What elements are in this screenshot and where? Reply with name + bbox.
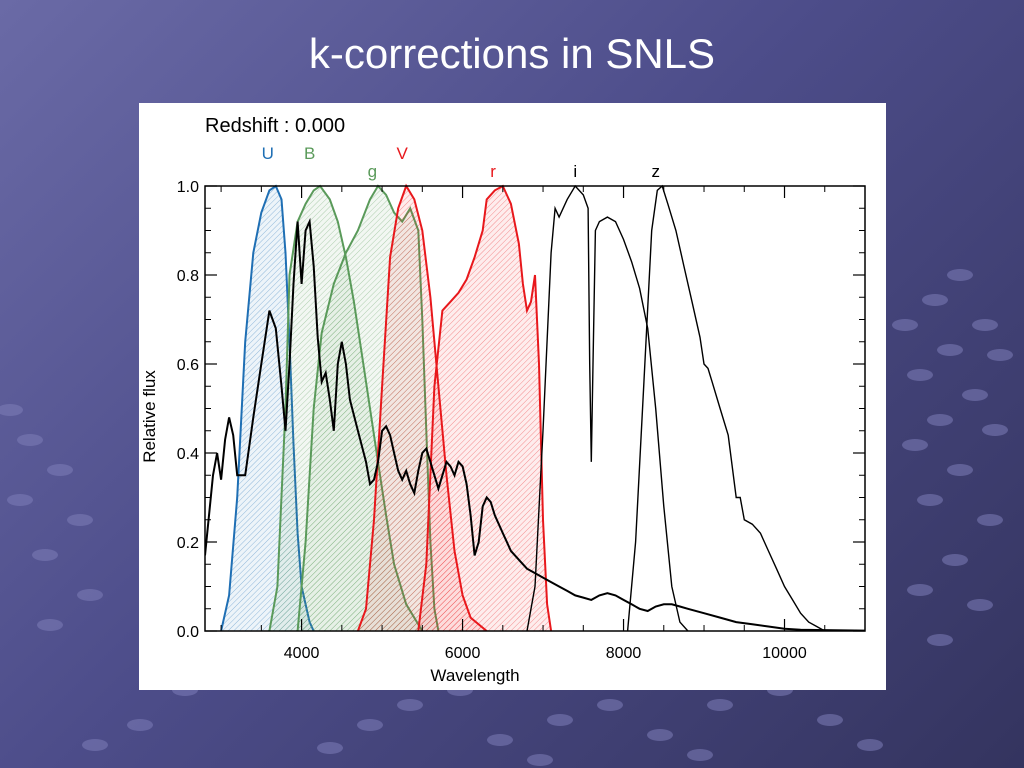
background-dot bbox=[527, 754, 553, 766]
background-dot bbox=[687, 749, 713, 761]
band-label-r: r bbox=[490, 162, 496, 181]
filter-fill-V bbox=[357, 186, 487, 631]
band-label-B: B bbox=[304, 144, 315, 163]
background-dot bbox=[37, 619, 63, 631]
band-label-U: U bbox=[262, 144, 274, 163]
x-axis-label: Wavelength bbox=[430, 666, 519, 685]
y-axis-label: Relative flux bbox=[140, 370, 159, 463]
filter-curve-r bbox=[417, 184, 553, 631]
background-dot bbox=[902, 439, 928, 451]
background-dot bbox=[707, 699, 733, 711]
background-dot bbox=[907, 369, 933, 381]
background-dot bbox=[922, 294, 948, 306]
chart: 4000 6000 8000 10000 0.0 0.2 0.4 0.6 0.8 1.0 Wavel… bbox=[140, 115, 866, 685]
background-dot bbox=[817, 714, 843, 726]
spectrum-line bbox=[205, 217, 865, 631]
y-tick-label: 0.4 bbox=[177, 446, 199, 463]
background-dot bbox=[7, 494, 33, 506]
background-dot bbox=[907, 584, 933, 596]
background-dot bbox=[317, 742, 343, 754]
background-dot bbox=[32, 549, 58, 561]
y-tick-label: 1.0 bbox=[177, 179, 199, 196]
y-tick-label: 0.2 bbox=[177, 535, 199, 552]
background-dot bbox=[77, 589, 103, 601]
background-dot bbox=[357, 719, 383, 731]
background-dot bbox=[927, 634, 953, 646]
background-dot bbox=[947, 464, 973, 476]
background-dot bbox=[977, 514, 1003, 526]
background-dot bbox=[937, 344, 963, 356]
band-label-V: V bbox=[397, 144, 409, 163]
background-dot bbox=[947, 269, 973, 281]
y-tick-label: 0.6 bbox=[177, 357, 199, 374]
x-tick-label: 8000 bbox=[606, 645, 642, 662]
background-dot bbox=[972, 319, 998, 331]
background-dot bbox=[487, 734, 513, 746]
redshift-annotation: Redshift : 0.000 bbox=[205, 115, 345, 137]
figure-panel: 4000 6000 8000 10000 0.0 0.2 0.4 0.6 0.8 1.0 Wavel… bbox=[139, 103, 886, 690]
background-dot bbox=[967, 599, 993, 611]
background-dot bbox=[17, 434, 43, 446]
x-tick-label: 10000 bbox=[762, 645, 807, 662]
x-tick-label: 6000 bbox=[445, 645, 481, 662]
y-tick-label: 0.0 bbox=[177, 624, 199, 641]
background-dot bbox=[962, 389, 988, 401]
band-label-g: g bbox=[368, 162, 377, 181]
slide-title: k-corrections in SNLS bbox=[308, 30, 716, 77]
background-dot bbox=[892, 319, 918, 331]
background-dot bbox=[917, 494, 943, 506]
background-dot bbox=[47, 464, 73, 476]
background-dot bbox=[0, 404, 23, 416]
plot-area bbox=[205, 183, 865, 631]
background-dot bbox=[987, 349, 1013, 361]
background-dot bbox=[857, 739, 883, 751]
background-dot bbox=[67, 514, 93, 526]
filter-curve-i bbox=[526, 184, 689, 631]
band-label-z: z bbox=[651, 162, 660, 181]
background-dot bbox=[127, 719, 153, 731]
y-tick-label: 0.8 bbox=[177, 268, 199, 285]
filter-curve-z bbox=[626, 184, 826, 631]
background-dot bbox=[982, 424, 1008, 436]
x-tick-label: 4000 bbox=[284, 645, 320, 662]
background-dot bbox=[927, 414, 953, 426]
background-dot bbox=[397, 699, 423, 711]
background-dot bbox=[647, 729, 673, 741]
background-dot bbox=[547, 714, 573, 726]
background-dot bbox=[942, 554, 968, 566]
band-label-i: i bbox=[573, 162, 577, 181]
background-dot bbox=[597, 699, 623, 711]
filter-fill-r bbox=[418, 186, 552, 631]
background-dot bbox=[82, 739, 108, 751]
